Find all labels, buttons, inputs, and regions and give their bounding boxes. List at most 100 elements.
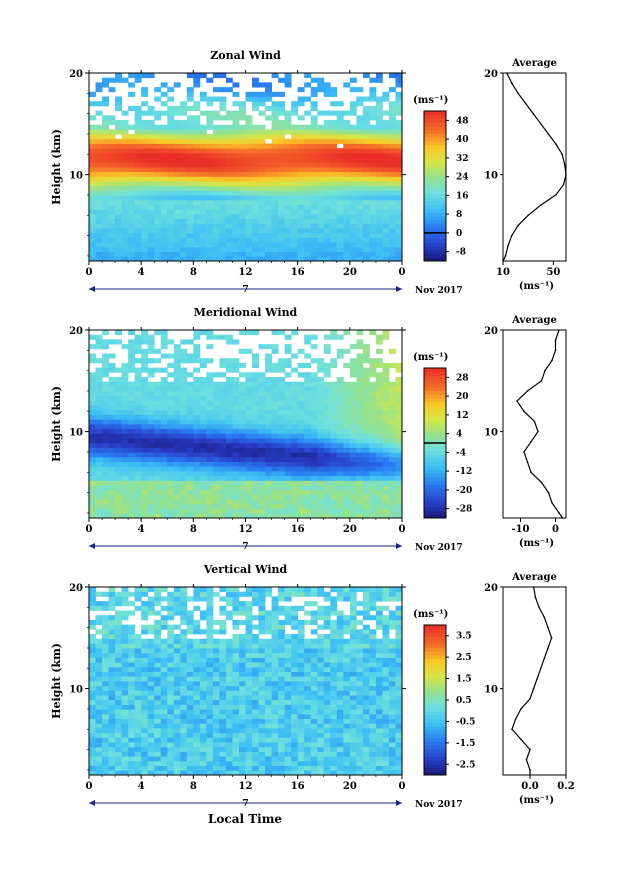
- y-tick-label: 20: [69, 326, 83, 337]
- profile-x-tick-label: -10: [511, 524, 529, 535]
- colorbar-segment: [424, 148, 446, 153]
- colorbar-segment: [424, 503, 446, 508]
- colorbar-segment: [424, 514, 446, 519]
- colorbar-segment: [424, 685, 446, 690]
- colorbar-unit: (ms⁻¹): [413, 609, 448, 620]
- colorbar-segment: [424, 118, 446, 123]
- colorbar-segment: [424, 409, 446, 414]
- profile-point: [558, 329, 560, 331]
- x-tick-label: 16: [291, 267, 305, 278]
- colorbar-segment: [424, 216, 446, 221]
- profile-point: [532, 112, 534, 115]
- profile-point: [533, 420, 536, 423]
- colorbar-segment: [424, 745, 446, 750]
- colorbar-segment: [424, 208, 446, 213]
- colorbar-segment: [424, 655, 446, 660]
- colorbar-segment: [424, 212, 446, 217]
- colorbar-segment: [424, 219, 446, 224]
- profile-point: [540, 667, 542, 670]
- colorbar-segment: [424, 771, 446, 776]
- profile-title: Average: [511, 315, 557, 326]
- x-tick-label: 4: [138, 781, 145, 792]
- profile-y-tick-label: 20: [484, 69, 498, 80]
- day-arrow-left-icon: [89, 286, 95, 292]
- profile-point: [525, 759, 528, 761]
- colorbar-segment: [424, 658, 446, 663]
- colorbar-segment: [424, 491, 446, 496]
- colorbar-segment: [424, 197, 446, 202]
- x-tick-label: 20: [343, 267, 357, 278]
- profile-point: [530, 471, 532, 474]
- colorbar-segment: [424, 152, 446, 157]
- colorbar-segment: [424, 178, 446, 183]
- y-axis-title: Height (km): [50, 129, 63, 205]
- x-tick-label: 0: [86, 524, 93, 535]
- colorbar-tick-label: -4: [456, 448, 466, 458]
- colorbar-tick-label: -2.5: [456, 760, 475, 770]
- date-label: Nov 2017: [415, 286, 463, 296]
- panel-2: Meridional Wind 0 4 8 12 16 20 0 10 20 Height (km)…: [50, 306, 567, 553]
- colorbar-segment: [424, 703, 446, 708]
- colorbar-segment: [424, 681, 446, 686]
- x-tick-label: 12: [239, 781, 253, 792]
- colorbar-segment: [424, 375, 446, 380]
- profile-point: [558, 512, 560, 514]
- colorbar-segment: [424, 640, 446, 645]
- colorbar-segment: [424, 461, 446, 466]
- colorbar-segment: [424, 189, 446, 194]
- colorbar-segment: [424, 692, 446, 697]
- colorbar-segment: [424, 760, 446, 765]
- colorbar-segment: [424, 510, 446, 515]
- colorbar-segment: [424, 435, 446, 440]
- profile-point: [502, 260, 504, 262]
- colorbar-segment: [424, 730, 446, 735]
- profile-line: [502, 72, 567, 262]
- colorbar-segment: [424, 242, 446, 247]
- colorbar-segment: [424, 643, 446, 648]
- colorbar-segment: [424, 763, 446, 768]
- profile-y-tick-label: 10: [484, 428, 498, 439]
- colorbar-segment: [424, 401, 446, 406]
- y-axis-title: Height (km): [50, 386, 63, 462]
- profile-y-tick-label: 10: [484, 685, 498, 696]
- colorbar-tick-label: 48: [456, 116, 469, 126]
- colorbar-frame: [423, 110, 447, 262]
- colorbar-segment: [424, 506, 446, 511]
- x-tick-label: 8: [190, 524, 197, 535]
- colorbar-segment: [424, 398, 446, 403]
- colorbar-segment: [424, 405, 446, 410]
- colorbar-segment: [424, 371, 446, 376]
- colorbar-tick-label: 1.5: [456, 675, 472, 685]
- heatmap-cells: [89, 73, 403, 262]
- colorbar-segment: [424, 458, 446, 463]
- profile-point: [526, 461, 529, 463]
- profile-point: [523, 410, 525, 413]
- x-tick-label: 4: [138, 267, 145, 278]
- colorbar-segment: [424, 741, 446, 746]
- colorbar-segment: [424, 383, 446, 388]
- profile-point: [561, 153, 563, 156]
- colorbar-tick-label: 2.5: [456, 653, 472, 663]
- x-tick-label: 8: [190, 267, 197, 278]
- colorbar-segment: [424, 174, 446, 179]
- colorbar-segment: [424, 111, 446, 116]
- colorbar-unit: (ms⁻¹): [413, 95, 448, 106]
- profile-x-axis-title: (ms⁻¹): [519, 281, 554, 292]
- colorbar-segment: [424, 737, 446, 742]
- profile-point: [511, 728, 513, 731]
- day-arrow-right-icon: [396, 543, 402, 549]
- profile-point: [517, 224, 519, 227]
- profile-point: [523, 451, 525, 453]
- profile-y-tick-label: 20: [484, 326, 498, 337]
- colorbar-segment: [424, 476, 446, 481]
- colorbar-segment: [424, 114, 446, 119]
- colorbar-segment: [424, 666, 446, 671]
- colorbar-segment: [424, 386, 446, 391]
- colorbar-segment: [424, 133, 446, 138]
- colorbar-segment: [424, 238, 446, 243]
- profile-point: [529, 698, 531, 700]
- profile-x-tick-label: 0.0: [521, 781, 538, 792]
- x-tick-label: 0: [399, 267, 406, 278]
- profile-point: [562, 184, 565, 186]
